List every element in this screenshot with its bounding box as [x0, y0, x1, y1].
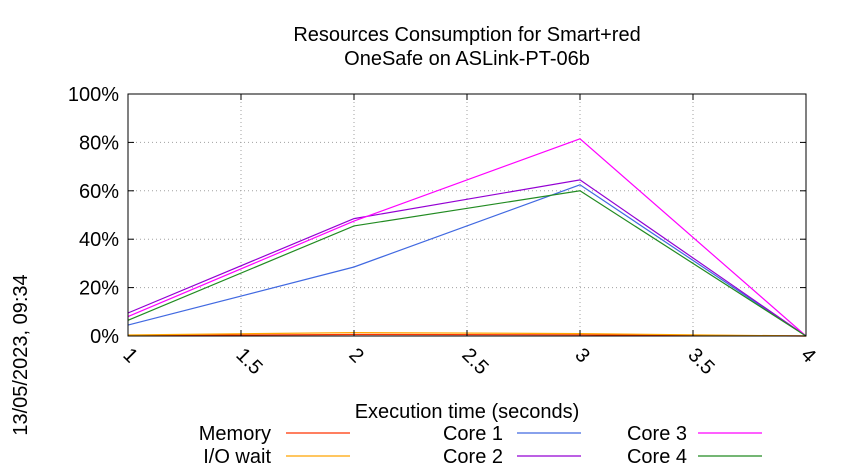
- y-tick-label: 60%: [79, 181, 119, 203]
- x-tick-label: 2.5: [457, 344, 492, 379]
- x-tick-label: 3.5: [683, 344, 718, 379]
- y-tick-label: 80%: [79, 132, 119, 154]
- x-tick-label: 1: [118, 344, 141, 367]
- legend-label-core-1: Core 1: [443, 423, 503, 445]
- legend-label-core-2: Core 2: [443, 446, 503, 468]
- series-line-core-4: [127, 190, 807, 337]
- x-tick-label: 2: [344, 344, 367, 367]
- x-axis-label: Execution time (seconds): [355, 401, 580, 423]
- y-axis-ticks: 0% 20% 40% 60% 80% 100%: [68, 84, 806, 348]
- chart-title-line-1: Resources Consumption for Smart+red: [293, 24, 640, 46]
- x-tick-label: 4: [796, 344, 819, 367]
- series-line-core-1: [127, 184, 807, 337]
- series-line-core-3: [127, 138, 807, 337]
- legend-label-core-4: Core 4: [627, 446, 687, 468]
- x-tick-label: 1.5: [231, 344, 266, 379]
- legend-label-core-3: Core 3: [627, 423, 687, 445]
- y-tick-label: 40%: [79, 229, 119, 251]
- y-tick-label: 100%: [68, 84, 119, 106]
- x-tick-label: 3: [570, 344, 593, 367]
- legend-label-i-o-wait: I/O wait: [203, 446, 271, 468]
- side-timestamp: 13/05/2023, 09:34: [10, 274, 32, 435]
- y-tick-label: 20%: [79, 278, 119, 300]
- series-line-core-2: [127, 179, 807, 337]
- grid: [128, 94, 806, 336]
- y-tick-label: 0%: [90, 326, 119, 348]
- legend-label-memory: Memory: [199, 423, 271, 445]
- chart-title-line-2: OneSafe on ASLink-PT-06b: [344, 48, 590, 70]
